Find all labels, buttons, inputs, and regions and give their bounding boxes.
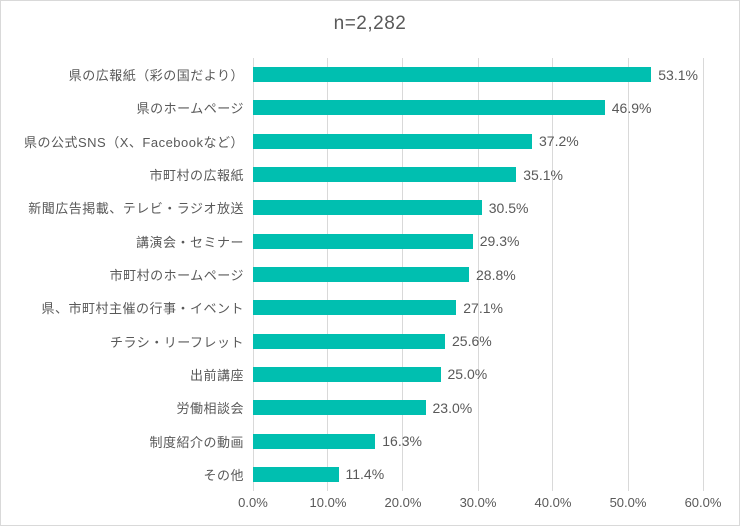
bar-row: チラシ・リーフレット 25.6%: [1, 325, 703, 358]
bar-row: 市町村の広報紙 35.1%: [1, 158, 703, 191]
bar-row: 労働相談会 23.0%: [1, 391, 703, 424]
bar-cell: 25.0%: [253, 358, 703, 391]
bar-row: 県の公式SNS（X、Facebookなど） 37.2%: [1, 125, 703, 158]
value-label: 35.1%: [523, 166, 563, 183]
bar-cell: 28.8%: [253, 258, 703, 291]
value-label: 25.0%: [447, 366, 488, 383]
x-tick-label: 20.0%: [384, 495, 422, 510]
bar-row: 出前講座 25.0%: [1, 358, 703, 391]
bar-cell: 27.1%: [253, 291, 703, 324]
chart-title: n=2,282: [333, 13, 407, 34]
bar-row: 新聞広告掲載、テレビ・ラジオ放送 30.5%: [1, 191, 703, 224]
bar-row: 制度紹介の動画 16.3%: [1, 424, 703, 457]
bar: [253, 333, 445, 349]
bar: [253, 433, 376, 449]
bar: [253, 233, 473, 249]
value-label: 28.8%: [476, 266, 516, 283]
bar-row: 市町村のホームページ 28.8%: [1, 258, 703, 291]
category-label: 県、市町村主催の行事・イベント: [41, 301, 244, 317]
bar: [253, 300, 457, 316]
value-label: 30.5%: [488, 199, 529, 216]
bar-cell: 30.5%: [253, 191, 703, 224]
bar-row: その他 11.4%: [1, 458, 703, 491]
bar: [253, 100, 605, 116]
value-label: 29.3%: [479, 233, 520, 250]
category-label: 県の広報紙（彩の国だより）: [68, 68, 244, 84]
bar-cell: 11.4%: [253, 458, 703, 491]
value-label: 37.2%: [539, 133, 579, 150]
category-label: 県の公式SNS（X、Facebookなど）: [24, 134, 244, 150]
value-label: 16.3%: [382, 433, 422, 450]
value-label: 23.0%: [432, 399, 473, 416]
category-label: 出前講座: [189, 367, 244, 383]
bar: [253, 167, 517, 183]
bar-cell: 37.2%: [253, 125, 703, 158]
bar: [253, 400, 426, 416]
category-label: その他: [203, 467, 244, 483]
value-label: 46.9%: [611, 99, 652, 116]
value-label: 25.6%: [452, 333, 492, 350]
x-tick-label: 50.0%: [609, 495, 647, 510]
category-label: 制度紹介の動画: [149, 434, 244, 450]
bar-row: 県のホームページ 46.9%: [1, 91, 703, 124]
value-label: 11.4%: [345, 466, 385, 483]
bar-row: 県、市町村主催の行事・イベント 27.1%: [1, 291, 703, 324]
category-label: 講演会・セミナー: [135, 234, 244, 250]
bar-row: 県の広報紙（彩の国だより） 53.1%: [1, 58, 703, 91]
bar-rows: 県の広報紙（彩の国だより） 53.1% 県のホームページ 46.9% 県の公式SNS（X…: [1, 58, 703, 491]
x-tick-label: 0.0%: [238, 495, 268, 510]
bar: [253, 366, 441, 382]
bar: [253, 200, 482, 216]
gridline: [477, 58, 479, 491]
bar-cell: 53.1%: [253, 58, 703, 91]
category-label: 新聞広告掲載、テレビ・ラジオ放送: [28, 201, 244, 217]
x-axis: 0.0% 10.0% 20.0% 30.0% 40.0% 50.0% 60.0%: [238, 495, 721, 515]
bar-cell: 35.1%: [253, 158, 703, 191]
bar-row: 講演会・セミナー 29.3%: [1, 225, 703, 258]
bar: [253, 133, 532, 149]
bar: [253, 466, 339, 482]
value-label: 53.1%: [658, 66, 698, 83]
category-label: チラシ・リーフレット: [110, 334, 244, 350]
gridline: [552, 58, 554, 491]
bar-cell: 46.9%: [253, 91, 703, 124]
category-label: 市町村のホームページ: [109, 268, 244, 284]
bar-cell: 25.6%: [253, 325, 703, 358]
x-tick-label: 60.0%: [684, 495, 722, 510]
x-tick-label: 30.0%: [459, 495, 497, 510]
category-label: 県のホームページ: [136, 101, 244, 117]
gridline: [627, 58, 629, 491]
bar: [253, 67, 652, 83]
category-label: 労働相談会: [176, 401, 244, 417]
x-tick-label: 40.0%: [534, 495, 572, 510]
category-label: 市町村の広報紙: [149, 168, 244, 184]
value-label: 27.1%: [463, 299, 503, 316]
bar-cell: 16.3%: [253, 424, 703, 457]
bar-cell: 23.0%: [253, 391, 703, 424]
x-tick-label: 10.0%: [309, 495, 347, 510]
bar: [253, 267, 469, 283]
bar-cell: 29.3%: [253, 225, 703, 258]
gridline: [702, 58, 704, 491]
